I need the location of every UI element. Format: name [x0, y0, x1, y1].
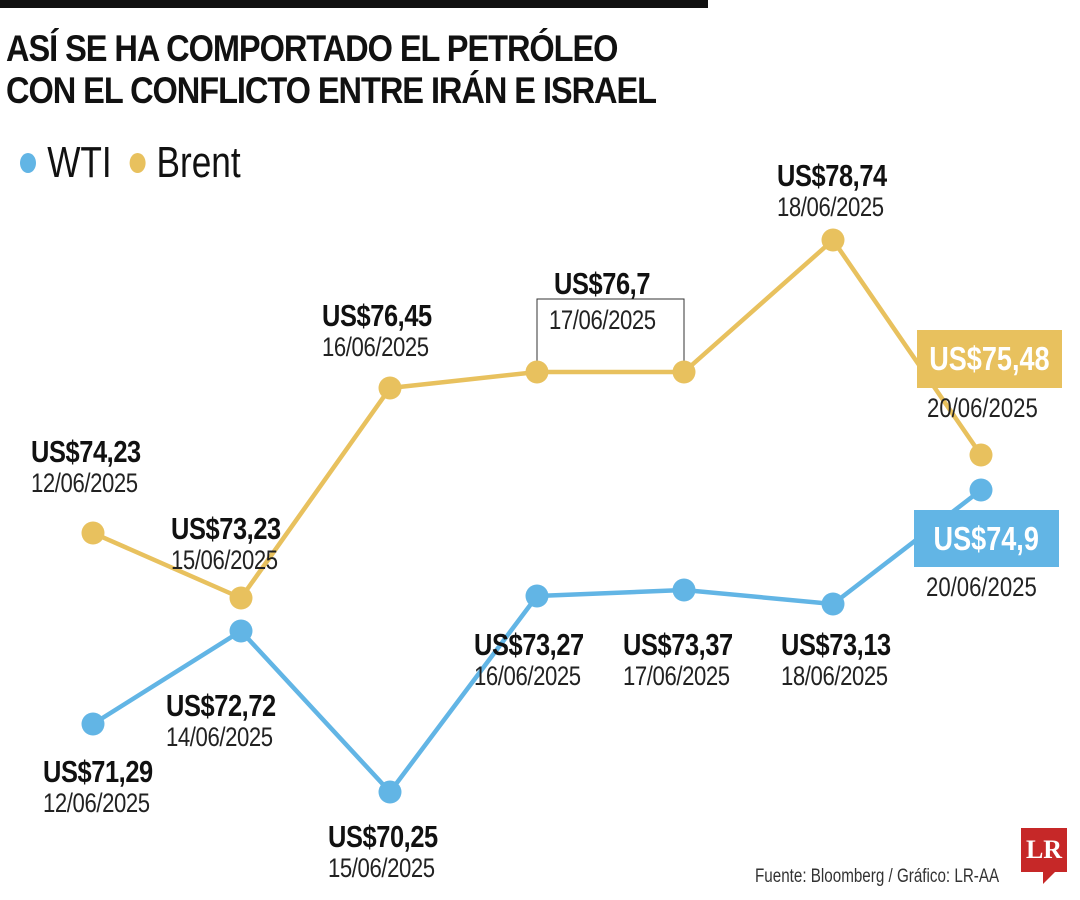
wti-point [378, 780, 402, 804]
brent-points [81, 228, 993, 610]
brent-label-12-06: US$74,23 12/06/2025 [31, 434, 141, 499]
wti-label-18-06: US$73,13 18/06/2025 [781, 627, 891, 692]
wti-point [969, 478, 993, 502]
label-date: 12/06/2025 [43, 788, 150, 818]
brent-label-17-06: US$76,7 [554, 268, 650, 300]
label-date: 18/06/2025 [777, 192, 884, 222]
logo-text: LR [1025, 835, 1063, 864]
wti-point [229, 619, 253, 643]
legend-label-wti: WTI [47, 138, 112, 187]
top-rule [0, 0, 708, 8]
wti-point [81, 712, 105, 736]
label-date: 15/06/2025 [328, 853, 435, 883]
brent-label-15-06: US$73,23 15/06/2025 [171, 511, 281, 576]
chart-title: ASÍ SE HA COMPORTADO EL PETRÓLEO CON EL … [6, 28, 657, 112]
brent-point [969, 443, 993, 467]
brent-dot-icon [129, 153, 146, 173]
brent-point [378, 376, 402, 400]
label-date: 16/06/2025 [474, 661, 581, 691]
label-value: US$73,27 [474, 627, 584, 662]
wti-label-14-06: US$72,72 14/06/2025 [166, 688, 276, 753]
wti-point [525, 584, 549, 608]
label-value: US$72,72 [166, 688, 276, 723]
label-value: US$74,23 [31, 434, 141, 469]
wti-latest-badge: US$74,9 [914, 510, 1059, 567]
label-value: US$78,74 [777, 158, 887, 193]
wti-latest-date: 20/06/2025 [926, 572, 1037, 602]
wti-points [81, 478, 993, 804]
label-value: US$73,13 [781, 627, 891, 662]
brent-label-16-06: US$76,45 16/06/2025 [322, 298, 432, 363]
badge-value: US$75,48 [929, 340, 1050, 377]
wti-dot-icon [20, 153, 36, 173]
wti-point [672, 578, 696, 602]
badge-value: US$74,9 [933, 519, 1040, 557]
bracket-brent-17 [536, 298, 685, 372]
title-line-2: CON EL CONFLICTO ENTRE IRÁN E ISRAEL [6, 70, 657, 111]
label-value: US$73,37 [623, 627, 733, 662]
brent-point [672, 360, 696, 384]
brent-latest-date: 20/06/2025 [927, 393, 1038, 423]
legend-label-brent: Brent [156, 138, 241, 187]
wti-label-15-06: US$70,25 15/06/2025 [328, 819, 438, 884]
label-date: 18/06/2025 [781, 661, 888, 691]
brent-latest-badge: US$75,48 [917, 330, 1062, 388]
wti-point [821, 592, 845, 616]
lr-logo-icon: LR [1021, 828, 1067, 884]
label-date: 17/06/2025 [549, 305, 656, 335]
label-date: 15/06/2025 [171, 545, 278, 575]
brent-point [229, 586, 253, 610]
wti-label-17-06: US$73,37 17/06/2025 [623, 627, 733, 692]
brent-point [81, 521, 105, 545]
wti-label-12-06: US$71,29 12/06/2025 [43, 754, 153, 819]
label-value: US$71,29 [43, 754, 153, 789]
legend-item-wti: WTI [20, 138, 112, 188]
label-value: US$70,25 [328, 819, 438, 854]
brent-label-18-06: US$78,74 18/06/2025 [777, 158, 887, 223]
source-note: Fuente: Bloomberg / Gráfico: LR-AA [755, 866, 1000, 887]
legend: WTI Brent [20, 138, 258, 188]
label-value: US$76,45 [322, 298, 432, 333]
label-date: 16/06/2025 [322, 332, 429, 362]
brent-label-17-06-date: 17/06/2025 [549, 305, 656, 335]
label-date: 12/06/2025 [31, 468, 138, 498]
brent-point [525, 360, 549, 384]
wti-label-16-06: US$73,27 16/06/2025 [474, 627, 584, 692]
label-value: US$73,23 [171, 511, 281, 546]
label-date: 17/06/2025 [623, 661, 730, 691]
legend-item-brent: Brent [129, 138, 241, 188]
label-date: 14/06/2025 [166, 722, 273, 752]
label-value: US$76,7 [554, 266, 651, 301]
brent-point [821, 228, 845, 252]
title-line-1: ASÍ SE HA COMPORTADO EL PETRÓLEO [6, 28, 618, 69]
